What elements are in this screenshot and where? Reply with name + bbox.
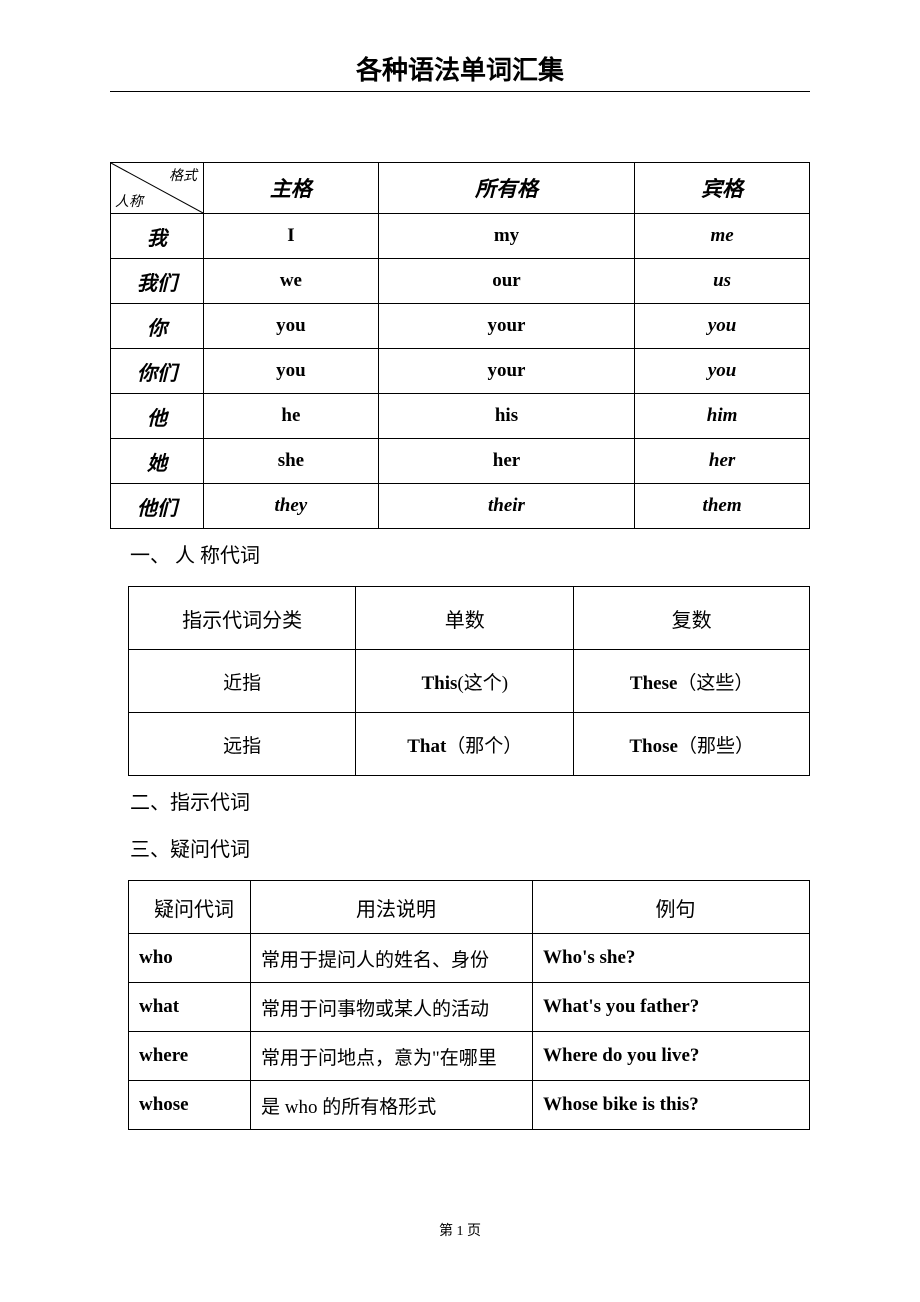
t1-cell: you [635, 304, 810, 349]
t1-rowlabel: 我们 [111, 259, 204, 304]
t1-header: 所有格 [378, 163, 634, 214]
t2-header: 复数 [574, 587, 810, 650]
t3-cell-word: where [129, 1032, 251, 1081]
t1-rowlabel: 你 [111, 304, 204, 349]
page-footer: 第 1 页 [110, 1220, 810, 1240]
t1-cell: us [635, 259, 810, 304]
table-row: 我Imyme [111, 214, 810, 259]
t1-rowlabel: 我 [111, 214, 204, 259]
page-title: 各种语法单词汇集 [110, 50, 810, 87]
table-row: who常用于提问人的姓名、身份Who's she? [129, 934, 810, 983]
section-two-label: 二、指示代词 [130, 786, 810, 815]
table-row: what常用于问事物或某人的活动What's you father? [129, 983, 810, 1032]
t3-cell-usage: 常用于问地点，意为"在哪里 [251, 1032, 533, 1081]
t1-cell: you [204, 349, 379, 394]
demonstrative-table: 指示代词分类 单数 复数 近指This(这个)These（这些）远指That（那… [128, 586, 810, 776]
t1-cell: her [378, 439, 634, 484]
section-one-label: 一、 人 称代词 [130, 539, 810, 568]
pronoun-table: 格式 人称 主格 所有格 宾格 我Imyme我们weourus你youyoury… [110, 162, 810, 529]
table-row: 我们weourus [111, 259, 810, 304]
t3-cell-word: whose [129, 1081, 251, 1130]
t2-rowlabel: 远指 [129, 713, 356, 776]
t1-cell: her [635, 439, 810, 484]
t1-header: 宾格 [635, 163, 810, 214]
t3-cell-example: What's you father? [533, 983, 810, 1032]
t1-cell: you [204, 304, 379, 349]
t1-cell: he [204, 394, 379, 439]
t2-cell: This(这个) [356, 650, 574, 713]
table-row: 远指That（那个）Those（那些） [129, 713, 810, 776]
t2-cell: These（这些） [574, 650, 810, 713]
table-row: 你youyouryou [111, 304, 810, 349]
table-row: 她sheherher [111, 439, 810, 484]
table-row: 近指This(这个)These（这些） [129, 650, 810, 713]
t1-rowlabel: 她 [111, 439, 204, 484]
t1-cell: my [378, 214, 634, 259]
t2-header: 单数 [356, 587, 574, 650]
t3-cell-word: who [129, 934, 251, 983]
interrogative-table: 疑问代词 用法说明 例句 who常用于提问人的姓名、身份Who's she?wh… [128, 880, 810, 1130]
table-row: 他hehishim [111, 394, 810, 439]
t1-rowlabel: 他 [111, 394, 204, 439]
t1-cell: their [378, 484, 634, 529]
title-underline [110, 91, 810, 92]
diag-bottom-label: 人称 [115, 191, 143, 211]
t1-cell: your [378, 304, 634, 349]
t1-cell: them [635, 484, 810, 529]
t1-cell: she [204, 439, 379, 484]
t3-cell-usage: 是 who 的所有格形式 [251, 1081, 533, 1130]
t2-header: 指示代词分类 [129, 587, 356, 650]
t1-cell: him [635, 394, 810, 439]
t2-cell: Those（那些） [574, 713, 810, 776]
t1-rowlabel: 他们 [111, 484, 204, 529]
t3-cell-usage: 常用于问事物或某人的活动 [251, 983, 533, 1032]
t3-cell-usage: 常用于提问人的姓名、身份 [251, 934, 533, 983]
t3-cell-example: Whose bike is this? [533, 1081, 810, 1130]
t1-cell: me [635, 214, 810, 259]
t1-cell: you [635, 349, 810, 394]
table-row: whose是 who 的所有格形式Whose bike is this? [129, 1081, 810, 1130]
document-page: 各种语法单词汇集 格式 人称 主格 所有格 宾格 我Imyme我们weourus… [0, 0, 920, 1280]
t3-header: 例句 [533, 881, 810, 934]
t1-cell: your [378, 349, 634, 394]
table-row: 你们youyouryou [111, 349, 810, 394]
t1-header: 主格 [204, 163, 379, 214]
t1-cell: our [378, 259, 634, 304]
t1-cell: I [204, 214, 379, 259]
t2-rowlabel: 近指 [129, 650, 356, 713]
t3-header: 疑问代词 [129, 881, 251, 934]
t1-cell: we [204, 259, 379, 304]
table-row: 他们theytheirthem [111, 484, 810, 529]
t3-cell-example: Who's she? [533, 934, 810, 983]
t1-rowlabel: 你们 [111, 349, 204, 394]
t1-cell: his [378, 394, 634, 439]
t3-cell-word: what [129, 983, 251, 1032]
diagonal-header-cell: 格式 人称 [111, 163, 204, 214]
t1-cell: they [204, 484, 379, 529]
table-row: where常用于问地点，意为"在哪里Where do you live? [129, 1032, 810, 1081]
t2-cell: That（那个） [356, 713, 574, 776]
t3-header: 用法说明 [251, 881, 533, 934]
diag-top-label: 格式 [169, 165, 197, 185]
t3-cell-example: Where do you live? [533, 1032, 810, 1081]
section-three-label: 三、疑问代词 [130, 833, 810, 862]
